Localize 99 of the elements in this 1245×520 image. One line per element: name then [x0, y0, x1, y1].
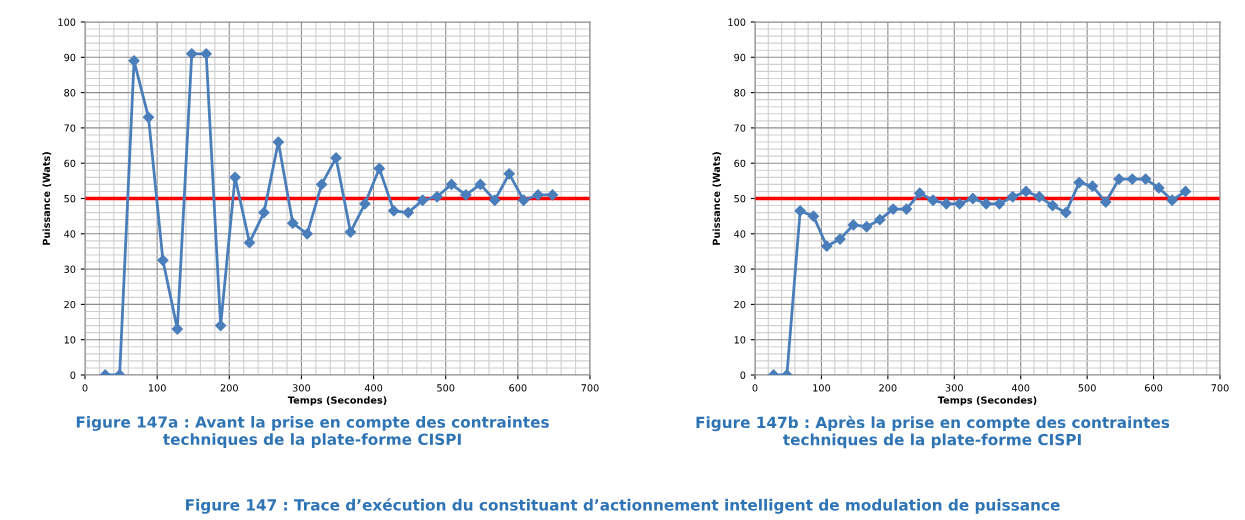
- point: [330, 152, 342, 164]
- y-tick-label: 10: [64, 336, 76, 344]
- y-tick-label: 40: [64, 230, 76, 238]
- y-tick-label: 90: [64, 53, 76, 62]
- point: [1073, 177, 1085, 189]
- point: [834, 233, 846, 245]
- y-tick-label: 100: [58, 18, 76, 26]
- y-axis-title: Puissance (Wats): [712, 152, 722, 245]
- point: [287, 217, 299, 229]
- point: [1179, 185, 1192, 198]
- y-tick-label: 20: [64, 300, 76, 309]
- point: [914, 187, 926, 199]
- point: [546, 189, 559, 201]
- x-tick-label: 0: [752, 384, 758, 392]
- y-tick-label: 0: [740, 371, 746, 379]
- point: [1020, 185, 1032, 198]
- point: [128, 55, 140, 67]
- point: [402, 207, 414, 219]
- x-tick-label: 100: [148, 384, 166, 392]
- x-tick-label: 300: [292, 384, 311, 392]
- y-tick-label: 90: [734, 53, 746, 62]
- point: [388, 205, 400, 217]
- x-tick-label: 200: [220, 384, 238, 392]
- point: [316, 178, 328, 190]
- point: [993, 198, 1006, 210]
- y-tick-label: 30: [734, 265, 746, 273]
- x-tick-label: 200: [879, 384, 897, 392]
- point: [301, 228, 313, 240]
- y-axis-title: Puissance (Wats): [42, 152, 52, 245]
- point: [474, 178, 486, 190]
- x-tick-label: 400: [364, 384, 383, 392]
- point: [142, 111, 155, 123]
- point: [489, 194, 501, 206]
- point: [847, 219, 859, 231]
- point: [417, 194, 429, 206]
- point: [243, 237, 256, 249]
- point: [445, 178, 458, 190]
- point: [373, 162, 385, 175]
- y-tick-label: 80: [734, 89, 746, 97]
- point: [1153, 182, 1165, 194]
- y-tick-label: 80: [64, 89, 76, 97]
- x-axis-title: Temps (Secondes): [937, 396, 1037, 406]
- point: [980, 198, 992, 210]
- point: [229, 171, 241, 183]
- point: [1033, 191, 1045, 203]
- point: [157, 254, 169, 266]
- y-tick-label: 50: [734, 194, 746, 203]
- point: [518, 194, 530, 206]
- x-tick-label: 500: [437, 384, 455, 392]
- point: [940, 198, 952, 210]
- y-tick-label: 60: [734, 159, 746, 168]
- point: [927, 194, 939, 206]
- point: [860, 221, 873, 233]
- point: [258, 207, 270, 219]
- y-tick-label: 100: [728, 18, 746, 26]
- point: [953, 198, 966, 210]
- x-tick-label: 100: [813, 384, 831, 392]
- point: [967, 192, 979, 205]
- y-tick-label: 20: [734, 300, 746, 309]
- x-tick-label: 300: [945, 384, 963, 392]
- caption: Figure 147b : Après la prise en compte des contraintes techniques de la plate-forme CISPI: [696, 415, 1170, 449]
- x-tick-label: 600: [1144, 384, 1163, 392]
- point: [1100, 196, 1112, 208]
- x-axis-title: Temps (Secondes): [287, 396, 387, 406]
- y-tick-label: 70: [64, 124, 76, 132]
- caption: Figure 147 : Trace d’exécution du constituant d’actionnement intelligent de modulation de puissance: [186, 498, 1060, 514]
- x-tick-label: 0: [82, 384, 88, 392]
- y-tick-label: 60: [64, 159, 76, 168]
- y-tick-label: 40: [734, 230, 746, 238]
- x-tick-label: 500: [1078, 384, 1096, 392]
- point: [1166, 194, 1178, 206]
- point: [460, 189, 472, 201]
- point: [1046, 199, 1059, 212]
- y-tick-label: 10: [734, 336, 746, 344]
- x-tick-label: 700: [581, 384, 599, 392]
- point: [874, 214, 886, 226]
- point: [821, 240, 833, 252]
- point: [1086, 180, 1099, 192]
- point: [900, 203, 913, 215]
- x-tick-label: 600: [509, 384, 527, 392]
- point: [887, 203, 899, 215]
- y-tick-label: 50: [64, 194, 76, 203]
- point: [344, 226, 357, 238]
- y-tick-label: 0: [70, 371, 76, 379]
- x-tick-label: 400: [1011, 384, 1030, 392]
- point: [807, 210, 820, 222]
- point: [1007, 191, 1019, 203]
- point: [1126, 173, 1138, 185]
- point: [794, 205, 806, 217]
- point: [200, 48, 212, 60]
- point: [186, 48, 198, 60]
- point: [503, 168, 515, 180]
- caption: Figure 147a : Avant la prise en compte des contraintes techniques de la plate-forme CISPI: [76, 415, 549, 449]
- point: [359, 198, 371, 210]
- point: [1060, 207, 1072, 219]
- x-tick-label: 700: [1211, 384, 1229, 392]
- y-tick-label: 70: [734, 124, 746, 132]
- point: [431, 191, 443, 203]
- y-tick-label: 30: [64, 265, 76, 273]
